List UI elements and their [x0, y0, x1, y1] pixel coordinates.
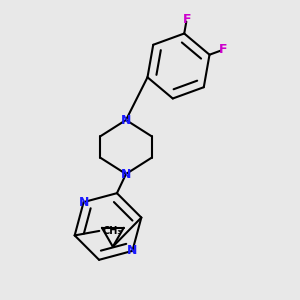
Text: CH₃: CH₃ [102, 226, 122, 236]
Text: F: F [182, 13, 191, 26]
Text: N: N [78, 196, 89, 208]
Text: N: N [127, 244, 138, 257]
Text: N: N [121, 113, 131, 127]
Text: N: N [121, 167, 131, 181]
Text: F: F [219, 43, 227, 56]
